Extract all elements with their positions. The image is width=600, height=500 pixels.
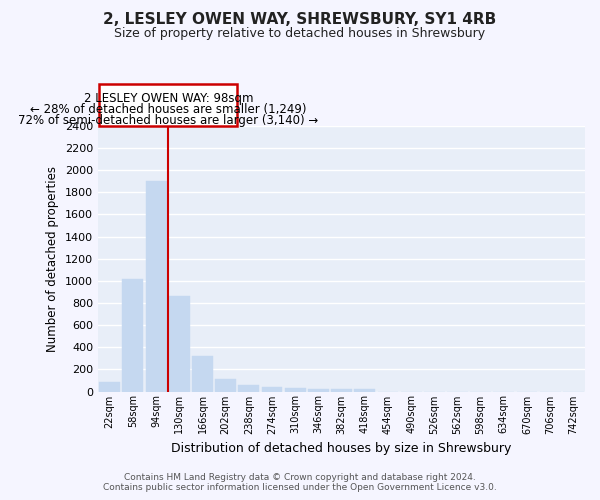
Bar xyxy=(192,356,213,392)
Text: 2 LESLEY OWEN WAY: 98sqm: 2 LESLEY OWEN WAY: 98sqm xyxy=(83,92,253,104)
Text: 2, LESLEY OWEN WAY, SHREWSBURY, SY1 4RB: 2, LESLEY OWEN WAY, SHREWSBURY, SY1 4RB xyxy=(103,12,497,28)
Bar xyxy=(331,390,352,392)
Bar xyxy=(146,182,167,392)
Bar xyxy=(215,379,236,392)
FancyBboxPatch shape xyxy=(100,84,237,126)
Text: ← 28% of detached houses are smaller (1,249): ← 28% of detached houses are smaller (1,… xyxy=(30,104,307,117)
Bar xyxy=(355,390,375,392)
Bar xyxy=(100,382,120,392)
Bar xyxy=(262,386,283,392)
Text: Size of property relative to detached houses in Shrewsbury: Size of property relative to detached ho… xyxy=(115,28,485,40)
Bar xyxy=(238,386,259,392)
Text: Contains HM Land Registry data © Crown copyright and database right 2024.
Contai: Contains HM Land Registry data © Crown c… xyxy=(103,473,497,492)
Bar xyxy=(308,390,329,392)
Bar xyxy=(122,278,143,392)
Text: 72% of semi-detached houses are larger (3,140) →: 72% of semi-detached houses are larger (… xyxy=(18,114,319,127)
Bar xyxy=(285,388,305,392)
Y-axis label: Number of detached properties: Number of detached properties xyxy=(46,166,59,352)
X-axis label: Distribution of detached houses by size in Shrewsbury: Distribution of detached houses by size … xyxy=(172,442,512,455)
Bar xyxy=(169,296,190,392)
